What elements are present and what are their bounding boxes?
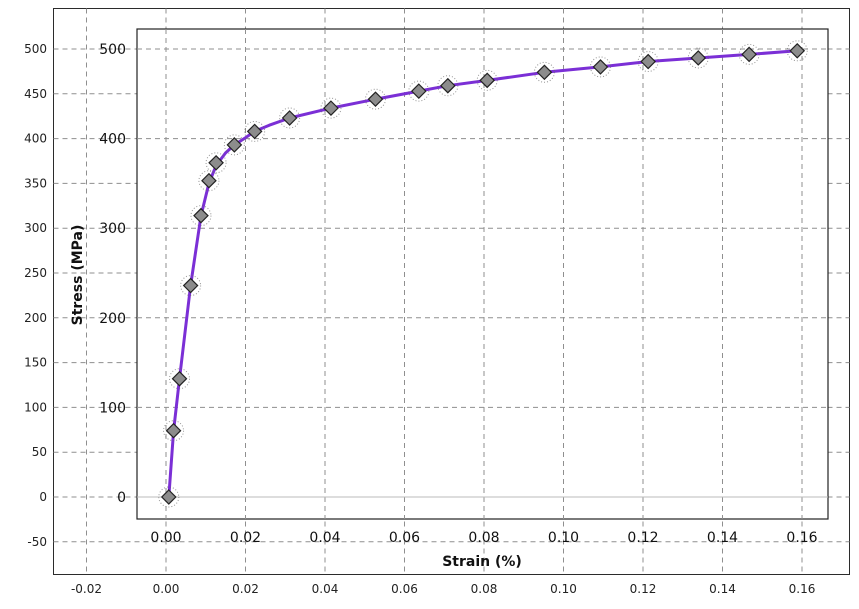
data-point-halo bbox=[589, 56, 611, 78]
fit-curve-line bbox=[167, 49, 799, 499]
outer-x-tick-label: 0.12 bbox=[630, 582, 657, 596]
data-point-marker bbox=[323, 100, 339, 116]
series-layer bbox=[158, 40, 808, 508]
data-point-marker bbox=[640, 53, 657, 70]
data-point-marker bbox=[439, 77, 456, 94]
outer-y-tick-label: 50 bbox=[32, 445, 47, 459]
inner-y-tick-labels: 500 400 300 200 100 0 bbox=[99, 42, 126, 506]
outer-y-tick-label: 300 bbox=[24, 221, 47, 235]
inner-y-tick-label: 500 bbox=[99, 42, 126, 58]
outer-y-tick-label: 450 bbox=[24, 87, 47, 101]
data-point-marker bbox=[479, 72, 496, 89]
data-point-marker bbox=[592, 59, 609, 75]
outer-y-tick-label: 0 bbox=[39, 490, 47, 504]
outer-x-tick-label: 0.16 bbox=[789, 582, 816, 596]
inner-x-tick-label: 0.12 bbox=[627, 530, 658, 546]
inner-x-tick-label: 0.16 bbox=[786, 530, 817, 546]
outer-x-tick-label: 0.04 bbox=[312, 582, 339, 596]
data-point-marker bbox=[281, 110, 298, 126]
outer-x-tick-label: 0.10 bbox=[550, 582, 577, 596]
outer-y-tick-label: 150 bbox=[24, 356, 47, 370]
data-point-halo bbox=[180, 275, 202, 297]
outer-x-tick-label: 0.08 bbox=[471, 582, 498, 596]
data-point-marker bbox=[410, 83, 427, 99]
outer-x-tick-label: 0.00 bbox=[153, 582, 180, 596]
outer-y-tick-label: 350 bbox=[24, 176, 47, 190]
data-point-marker bbox=[246, 123, 263, 140]
data-point-marker bbox=[171, 370, 188, 387]
inner-x-tick-label: 0.08 bbox=[468, 530, 499, 546]
inner-y-tick-label: 400 bbox=[99, 132, 126, 148]
data-point-halo bbox=[364, 88, 386, 110]
data-point-halo bbox=[476, 69, 498, 91]
outer-x-tick-labels: -0.02 0.00 0.02 0.04 0.06 0.08 0.10 0.12 0.14 0.1… bbox=[71, 582, 815, 596]
data-point-halo bbox=[158, 486, 180, 508]
data-point-halo bbox=[205, 152, 227, 174]
inner-x-tick-label: 0.14 bbox=[707, 530, 738, 546]
data-point-halo bbox=[244, 120, 266, 142]
data-point-halo bbox=[738, 43, 760, 65]
inner-x-tick-labels: 0.00 0.02 0.04 0.06 0.08 0.10 0.12 0.14 0.16 bbox=[150, 530, 817, 546]
data-point-halo bbox=[408, 80, 430, 102]
inner-x-tick-label: 0.06 bbox=[389, 530, 420, 546]
inner-x-tick-label: 0.00 bbox=[150, 530, 181, 546]
inner-y-tick-label: 300 bbox=[99, 221, 126, 237]
outer-y-tick-label: -50 bbox=[27, 535, 47, 549]
inner-plot-frame bbox=[136, 28, 829, 520]
outer-x-tick-label: 0.06 bbox=[391, 582, 418, 596]
outer-x-tick-label: 0.14 bbox=[709, 582, 736, 596]
data-point-marker bbox=[367, 91, 384, 108]
outer-x-tick-label: 0.02 bbox=[232, 582, 259, 596]
outer-y-tick-label: 500 bbox=[24, 42, 47, 56]
data-point-halo bbox=[320, 97, 342, 119]
data-point-halo bbox=[223, 134, 245, 156]
y-axis-title: Stress (MPa) bbox=[70, 225, 86, 326]
data-point-halo bbox=[198, 170, 220, 192]
data-point-marker bbox=[690, 50, 707, 66]
outer-y-tick-label: 100 bbox=[24, 400, 47, 414]
outer-y-tick-label: 200 bbox=[24, 311, 47, 325]
data-point-halo bbox=[687, 47, 709, 69]
inner-y-tick-label: 200 bbox=[99, 311, 126, 327]
data-point-halo bbox=[786, 40, 808, 62]
inner-x-tick-label: 0.04 bbox=[309, 530, 340, 546]
data-point-halo bbox=[169, 368, 191, 390]
data-point-halo bbox=[163, 420, 185, 442]
data-point-halo bbox=[190, 205, 212, 227]
outer-x-tick-label: -0.02 bbox=[71, 582, 102, 596]
data-point-marker bbox=[193, 207, 209, 224]
data-point-marker bbox=[226, 137, 243, 153]
inner-x-tick-label: 0.02 bbox=[230, 530, 261, 546]
data-point-marker bbox=[165, 422, 182, 439]
data-point-marker bbox=[201, 172, 217, 189]
data-point-halo bbox=[437, 75, 459, 97]
data-point-marker bbox=[208, 154, 224, 171]
x-axis-title: Strain (%) bbox=[442, 554, 522, 570]
data-point-marker bbox=[160, 489, 177, 505]
data-point-marker bbox=[536, 64, 553, 81]
data-point-marker bbox=[741, 46, 757, 63]
data-point-halo bbox=[637, 51, 659, 73]
data-point-halo bbox=[279, 107, 301, 129]
outer-y-tick-label: 250 bbox=[24, 266, 47, 280]
outer-y-tick-label: 400 bbox=[24, 132, 47, 146]
inner-y-tick-label: 0 bbox=[117, 490, 126, 506]
inner-x-tick-label: 0.10 bbox=[548, 530, 579, 546]
data-point-marker bbox=[182, 277, 199, 294]
inner-y-tick-label: 100 bbox=[99, 400, 126, 416]
inner-grid bbox=[137, 29, 828, 519]
data-point-halo bbox=[533, 61, 555, 83]
data-point-marker bbox=[789, 42, 806, 59]
